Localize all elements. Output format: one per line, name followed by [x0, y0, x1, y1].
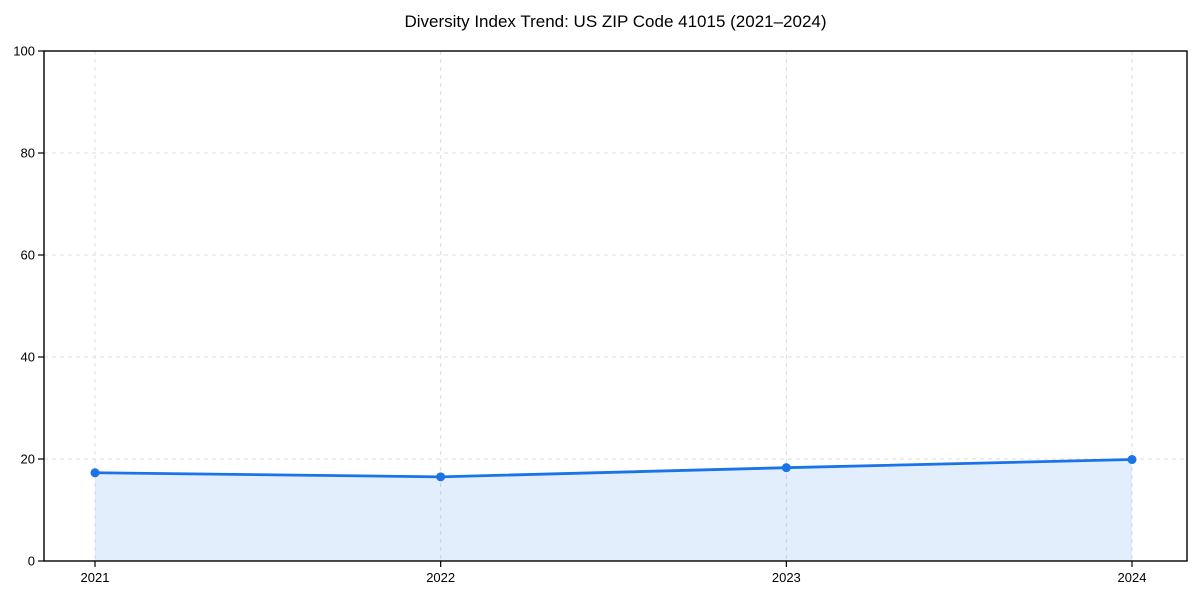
- data-points: [90, 455, 1137, 482]
- x-tick-label: 2024: [1118, 570, 1147, 585]
- trend-line: [93, 458, 1134, 479]
- axis-labels: 0 20 40 60 80 100 2021 2022 2023 2024: [13, 44, 1146, 586]
- data-point-2022: [436, 472, 446, 482]
- plot-frame: [43, 50, 1188, 562]
- y-tick-label: 20: [21, 452, 35, 467]
- y-tick-label: 80: [21, 146, 35, 161]
- x-tick-label: 2021: [81, 570, 110, 585]
- y-tick-label: 60: [21, 248, 35, 263]
- y-tick-label: 100: [13, 44, 35, 59]
- data-point-2024: [1127, 455, 1137, 465]
- axis-ticks: [38, 50, 1133, 567]
- x-tick-label: 2023: [772, 570, 801, 585]
- plot-area: [44, 51, 1187, 561]
- area-fill: [95, 459, 1132, 561]
- chart-title: Diversity Index Trend: US ZIP Code 41015…: [404, 12, 827, 31]
- data-point-2021: [90, 468, 100, 478]
- data-point-2023: [781, 463, 791, 473]
- y-tick-label: 40: [21, 350, 35, 365]
- y-tick-label: 0: [28, 554, 35, 569]
- x-tick-label: 2022: [426, 570, 455, 585]
